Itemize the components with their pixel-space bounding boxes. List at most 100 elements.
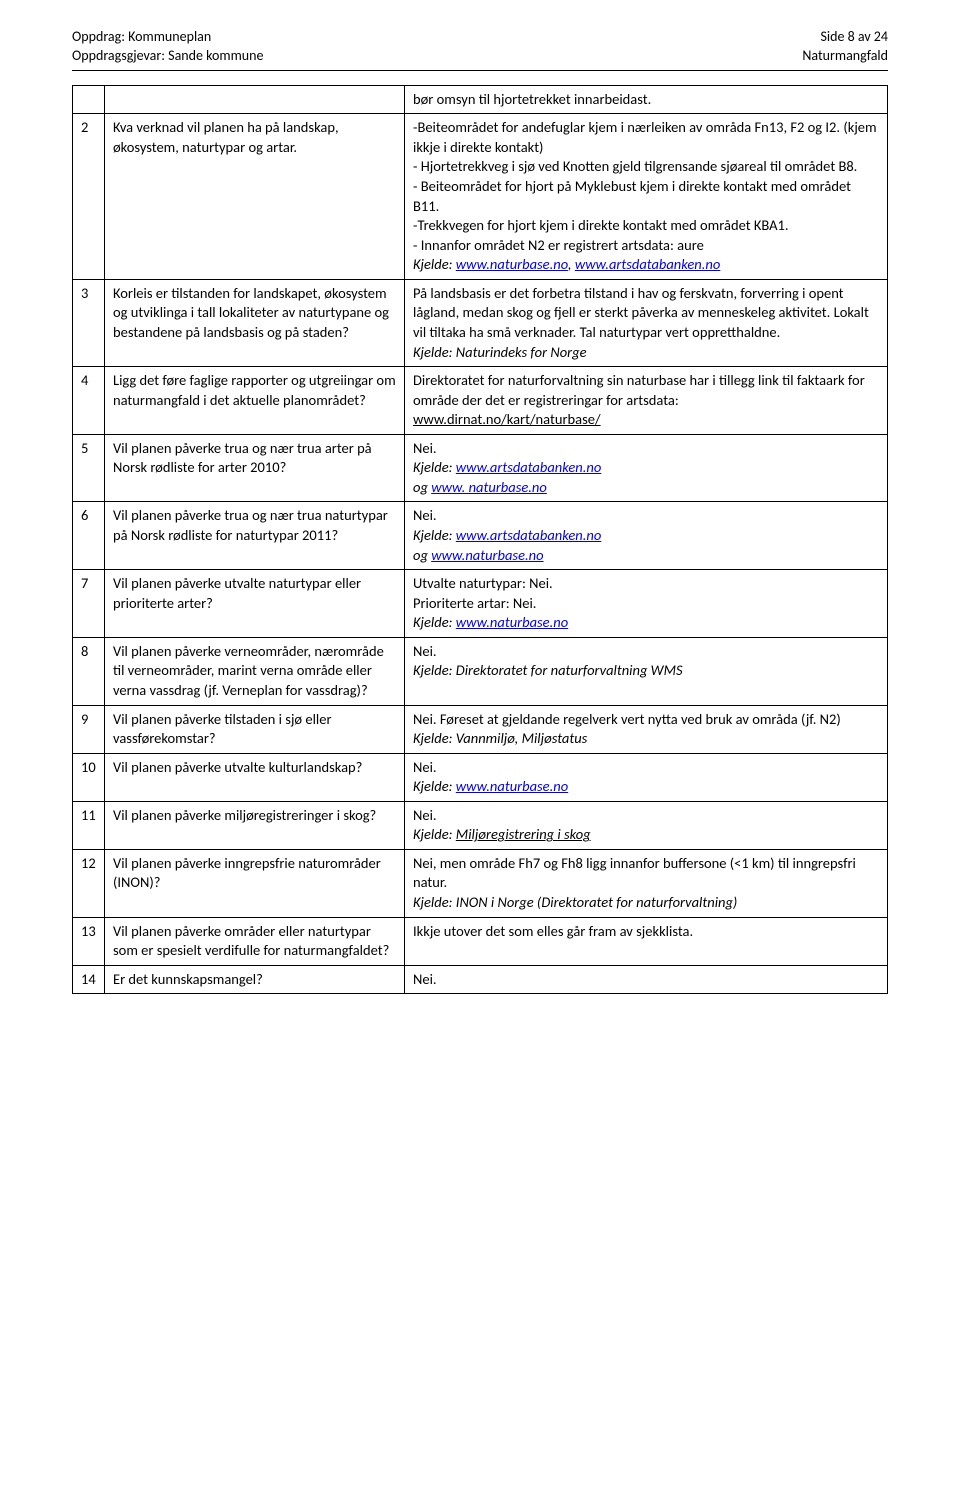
answer-line: Kjelde: www.artsdatabanken.no bbox=[413, 526, 879, 546]
question-cell: Vil planen påverke miljøregistreringer i… bbox=[105, 801, 405, 849]
row-number: 10 bbox=[73, 753, 105, 801]
answer-line: Ikkje utover det som elles går fram av s… bbox=[413, 922, 879, 942]
answer-cell: På landsbasis er det forbetra tilstand i… bbox=[405, 279, 888, 366]
answer-line: Nei. bbox=[413, 439, 879, 459]
header-page: Side 8 av 24 bbox=[802, 28, 888, 47]
row-number: 5 bbox=[73, 434, 105, 502]
answer-line: Direktoratet for naturforvaltning sin na… bbox=[413, 371, 879, 410]
answer-line: og www.naturbase.no bbox=[413, 546, 879, 566]
question-cell: Vil planen påverke utvalte kulturlandska… bbox=[105, 753, 405, 801]
row-number: 12 bbox=[73, 849, 105, 917]
question-cell: Vil planen påverke inngrepsfrie naturomr… bbox=[105, 849, 405, 917]
answer-line: Nei. bbox=[413, 506, 879, 526]
table-row: 8Vil planen påverke verneområder, næromr… bbox=[73, 637, 888, 705]
header-oppdragsgjevar: Oppdragsgjevar: Sande kommune bbox=[72, 47, 263, 66]
answer-line: Nei, men område Fh7 og Fh8 ligg innanfor… bbox=[413, 854, 879, 893]
table-row: 2Kva verknad vil planen ha på landskap, … bbox=[73, 114, 888, 280]
answer-line: På landsbasis er det forbetra tilstand i… bbox=[413, 284, 879, 343]
answer-cell: Nei.Kjelde: www.naturbase.no bbox=[405, 753, 888, 801]
answer-line: Kjelde: www.artsdatabanken.no bbox=[413, 458, 879, 478]
answer-line: Kjelde: www.naturbase.no bbox=[413, 777, 879, 797]
intro-row: bør omsyn til hjortetrekket innarbeidast… bbox=[73, 85, 888, 114]
answer-line: Kjelde: Naturindeks for Norge bbox=[413, 343, 879, 363]
table-row: 9Vil planen påverke tilstaden i sjø elle… bbox=[73, 705, 888, 753]
question-cell: Vil planen påverke tilstaden i sjø eller… bbox=[105, 705, 405, 753]
row-number: 2 bbox=[73, 114, 105, 280]
answer-cell: Utvalte naturtypar: Nei.Prioriterte arta… bbox=[405, 570, 888, 638]
intro-text: bør omsyn til hjortetrekket innarbeidast… bbox=[405, 85, 888, 114]
answer-line: -Trekkvegen for hjort kjem i direkte kon… bbox=[413, 216, 879, 236]
link[interactable]: www. naturbase.no bbox=[431, 478, 547, 496]
checklist-table: bør omsyn til hjortetrekket innarbeidast… bbox=[72, 85, 888, 995]
row-number: 13 bbox=[73, 917, 105, 965]
table-row: 11Vil planen påverke miljøregistreringer… bbox=[73, 801, 888, 849]
link[interactable]: www.artsdatabanken.no bbox=[456, 526, 602, 544]
question-cell: Vil planen påverke trua og nær trua arte… bbox=[105, 434, 405, 502]
table-row: 6Vil planen påverke trua og nær trua nat… bbox=[73, 502, 888, 570]
table-row: 5Vil planen påverke trua og nær trua art… bbox=[73, 434, 888, 502]
answer-line: Utvalte naturtypar: Nei. bbox=[413, 574, 879, 594]
answer-cell: -Beiteområdet for andefuglar kjem i nærl… bbox=[405, 114, 888, 280]
answer-line: Kjelde: Vannmiljø, Miljøstatus bbox=[413, 729, 879, 749]
answer-line: Nei. bbox=[413, 806, 879, 826]
row-number: 8 bbox=[73, 637, 105, 705]
answer-line: Kjelde: Miljøregistrering i skog bbox=[413, 825, 879, 845]
answer-cell: Direktoratet for naturforvaltning sin na… bbox=[405, 367, 888, 435]
header-left: Oppdrag: Kommuneplan Oppdragsgjevar: San… bbox=[72, 28, 263, 66]
row-number: 3 bbox=[73, 279, 105, 366]
answer-line: www.dirnat.no/kart/naturbase/ bbox=[413, 410, 879, 430]
page-header: Oppdrag: Kommuneplan Oppdragsgjevar: San… bbox=[72, 28, 888, 66]
question-cell: Vil planen påverke trua og nær trua natu… bbox=[105, 502, 405, 570]
table-row: 10Vil planen påverke utvalte kulturlands… bbox=[73, 753, 888, 801]
header-divider bbox=[72, 70, 888, 71]
answer-line: Nei. bbox=[413, 758, 879, 778]
row-number: 7 bbox=[73, 570, 105, 638]
answer-cell: Nei.Kjelde: Direktoratet for naturforval… bbox=[405, 637, 888, 705]
answer-cell: Ikkje utover det som elles går fram av s… bbox=[405, 917, 888, 965]
link[interactable]: www.naturbase.no bbox=[456, 255, 568, 273]
answer-cell: Nei.Kjelde: www.artsdatabanken.noog www.… bbox=[405, 502, 888, 570]
intro-q bbox=[105, 85, 405, 114]
answer-line: Kjelde: INON i Norge (Direktoratet for n… bbox=[413, 893, 879, 913]
link[interactable]: www.artsdatabanken.no bbox=[575, 255, 721, 273]
answer-line: - Beiteområdet for hjort på Myklebust kj… bbox=[413, 177, 879, 216]
question-cell: Vil planen påverke områder eller naturty… bbox=[105, 917, 405, 965]
answer-line: Prioriterte artar: Nei. bbox=[413, 594, 879, 614]
answer-cell: Nei. bbox=[405, 965, 888, 994]
answer-line: Nei. Føreset at gjeldande regelverk vert… bbox=[413, 710, 879, 730]
header-topic: Naturmangfald bbox=[802, 47, 888, 66]
row-number: 6 bbox=[73, 502, 105, 570]
answer-line: - Hjortetrekkveg i sjø ved Knotten gjeld… bbox=[413, 157, 879, 177]
header-right: Side 8 av 24 Naturmangfald bbox=[802, 28, 888, 66]
row-number: 4 bbox=[73, 367, 105, 435]
link[interactable]: www.naturbase.no bbox=[431, 546, 543, 564]
answer-cell: Nei.Kjelde: Miljøregistrering i skog bbox=[405, 801, 888, 849]
intro-num bbox=[73, 85, 105, 114]
question-cell: Er det kunnskapsmangel? bbox=[105, 965, 405, 994]
answer-line: Nei. bbox=[413, 970, 879, 990]
table-row: 14Er det kunnskapsmangel? Nei. bbox=[73, 965, 888, 994]
answer-line: Kjelde: www.naturbase.no bbox=[413, 613, 879, 633]
link[interactable]: www.naturbase.no bbox=[456, 613, 568, 631]
answer-line: - Innanfor området N2 er registrert arts… bbox=[413, 236, 879, 256]
row-number: 11 bbox=[73, 801, 105, 849]
answer-cell: Nei. Føreset at gjeldande regelverk vert… bbox=[405, 705, 888, 753]
table-row: 4Ligg det føre faglige rapporter og utgr… bbox=[73, 367, 888, 435]
answer-cell: Nei.Kjelde: www.artsdatabanken.noog www.… bbox=[405, 434, 888, 502]
table-row: 3Korleis er tilstanden for landskapet, ø… bbox=[73, 279, 888, 366]
answer-line: -Beiteområdet for andefuglar kjem i nærl… bbox=[413, 118, 879, 157]
question-cell: Korleis er tilstanden for landskapet, øk… bbox=[105, 279, 405, 366]
link[interactable]: www.artsdatabanken.no bbox=[456, 458, 602, 476]
row-number: 14 bbox=[73, 965, 105, 994]
question-cell: Vil planen påverke utvalte naturtypar el… bbox=[105, 570, 405, 638]
header-oppdrag: Oppdrag: Kommuneplan bbox=[72, 28, 263, 47]
question-cell: Vil planen påverke verneområder, nærområ… bbox=[105, 637, 405, 705]
answer-line: og www. naturbase.no bbox=[413, 478, 879, 498]
question-cell: Ligg det føre faglige rapporter og utgre… bbox=[105, 367, 405, 435]
answer-line: Nei. bbox=[413, 642, 879, 662]
table-row: 13Vil planen påverke områder eller natur… bbox=[73, 917, 888, 965]
row-number: 9 bbox=[73, 705, 105, 753]
answer-cell: Nei, men område Fh7 og Fh8 ligg innanfor… bbox=[405, 849, 888, 917]
link[interactable]: www.naturbase.no bbox=[456, 777, 568, 795]
table-row: 12Vil planen påverke inngrepsfrie naturo… bbox=[73, 849, 888, 917]
